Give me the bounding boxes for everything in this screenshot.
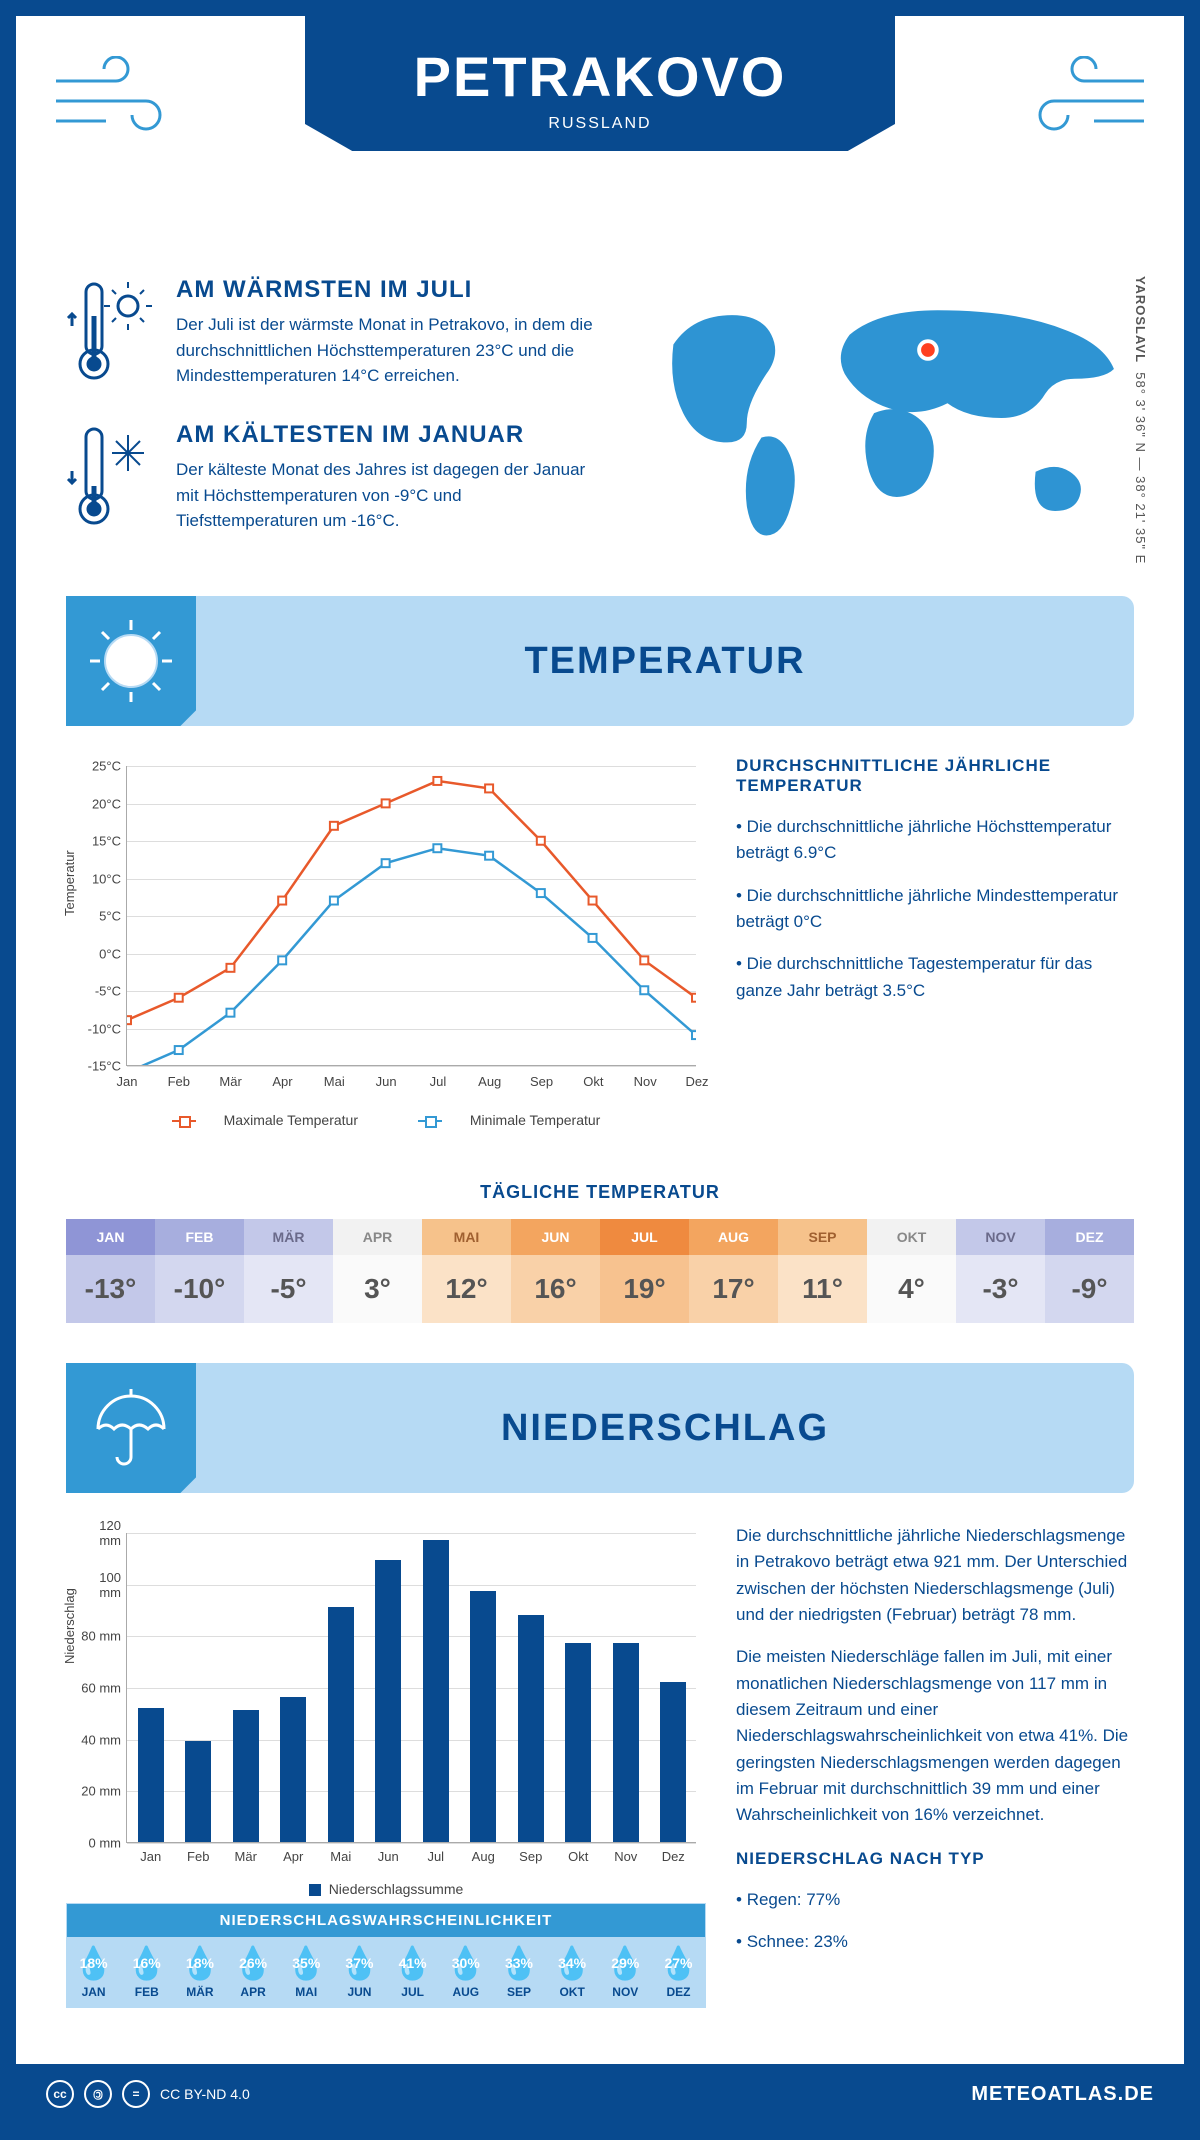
city-name: PETRAKOVO — [305, 44, 895, 109]
prob-cell: 💧34%OKT — [546, 1937, 599, 2007]
daily-cell: MAI12° — [422, 1219, 511, 1323]
daily-cell: AUG17° — [689, 1219, 778, 1323]
umbrella-icon — [66, 1363, 196, 1493]
daily-cell: DEZ-9° — [1045, 1219, 1134, 1323]
daily-cell: OKT4° — [867, 1219, 956, 1323]
coordinates-label: YAROSLAVL 58° 3' 36" N — 38° 21' 35" E — [1133, 276, 1148, 564]
wind-icon — [1014, 56, 1154, 151]
cc-icon: cc — [46, 2080, 74, 2108]
daily-cell: NOV-3° — [956, 1219, 1045, 1323]
prob-cell: 💧18%JAN — [67, 1937, 120, 2007]
prob-cell: 💧33%SEP — [492, 1937, 545, 2007]
daily-temp-title: TÄGLICHE TEMPERATUR — [16, 1182, 1184, 1203]
section-temperature: TEMPERATUR — [66, 596, 1134, 726]
temperature-stats: DURCHSCHNITTLICHE JÄHRLICHE TEMPERATUR •… — [736, 756, 1134, 1136]
prob-cell: 💧41%JUL — [386, 1937, 439, 2007]
by-icon: 🄯 — [84, 2080, 112, 2108]
precipitation-probability: NIEDERSCHLAGSWAHRSCHEINLICHKEIT 💧18%JAN💧… — [66, 1903, 706, 2008]
fact-coldest: AM KÄLTESTEN IM JANUAR Der kälteste Mona… — [66, 421, 604, 536]
fact-warm-title: AM WÄRMSTEN IM JULI — [176, 276, 604, 304]
daily-cell: JUL19° — [600, 1219, 689, 1323]
fact-warm-text: Der Juli ist der wärmste Monat in Petrak… — [176, 312, 604, 389]
footer: cc 🄯 = CC BY-ND 4.0 METEOATLAS.DE — [16, 2064, 1184, 2124]
daily-cell: FEB-10° — [155, 1219, 244, 1323]
sun-icon — [66, 596, 196, 726]
nd-icon: = — [122, 2080, 150, 2108]
precipitation-text: Die durchschnittliche jährliche Niedersc… — [736, 1523, 1134, 2008]
world-map: YAROSLAVL 58° 3' 36" N — 38° 21' 35" E — [644, 276, 1134, 566]
title-banner: PETRAKOVO RUSSLAND — [305, 16, 895, 151]
temperature-line-chart: Temperatur -15°C-10°C-5°C0°C5°C10°C15°C2… — [66, 756, 706, 1136]
daily-cell: JAN-13° — [66, 1219, 155, 1323]
daily-cell: JUN16° — [511, 1219, 600, 1323]
prob-cell: 💧35%MAI — [280, 1937, 333, 2007]
fact-cold-title: AM KÄLTESTEN IM JANUAR — [176, 421, 604, 449]
country-name: RUSSLAND — [305, 115, 895, 133]
precipitation-bar-chart: Niederschlag 0 mm20 mm40 mm60 mm80 mm100… — [66, 1523, 706, 1903]
chart-legend: Maximale Temperatur Minimale Temperatur — [66, 1112, 706, 1128]
wind-icon — [46, 56, 186, 151]
header: PETRAKOVO RUSSLAND — [16, 16, 1184, 276]
fact-warmest: AM WÄRMSTEN IM JULI Der Juli ist der wär… — [66, 276, 604, 391]
prob-cell: 💧37%JUN — [333, 1937, 386, 2007]
thermometer-snow-icon — [66, 421, 156, 536]
thermometer-sun-icon — [66, 276, 156, 391]
section-precipitation: NIEDERSCHLAG — [66, 1363, 1134, 1493]
daily-cell: MÄR-5° — [244, 1219, 333, 1323]
fact-cold-text: Der kälteste Monat des Jahres ist dagege… — [176, 457, 604, 534]
license: cc 🄯 = CC BY-ND 4.0 — [46, 2080, 250, 2108]
prob-cell: 💧26%APR — [227, 1937, 280, 2007]
daily-cell: SEP11° — [778, 1219, 867, 1323]
prob-cell: 💧29%NOV — [599, 1937, 652, 2007]
section-title: NIEDERSCHLAG — [196, 1407, 1134, 1450]
brand: METEOATLAS.DE — [971, 2083, 1154, 2106]
chart-legend: Niederschlagssumme — [66, 1881, 706, 1897]
daily-temp-grid: JAN-13°FEB-10°MÄR-5°APR3°MAI12°JUN16°JUL… — [66, 1219, 1134, 1323]
section-title: TEMPERATUR — [196, 640, 1134, 683]
prob-cell: 💧18%MÄR — [173, 1937, 226, 2007]
prob-cell: 💧30%AUG — [439, 1937, 492, 2007]
prob-cell: 💧16%FEB — [120, 1937, 173, 2007]
daily-cell: APR3° — [333, 1219, 422, 1323]
prob-cell: 💧27%DEZ — [652, 1937, 705, 2007]
